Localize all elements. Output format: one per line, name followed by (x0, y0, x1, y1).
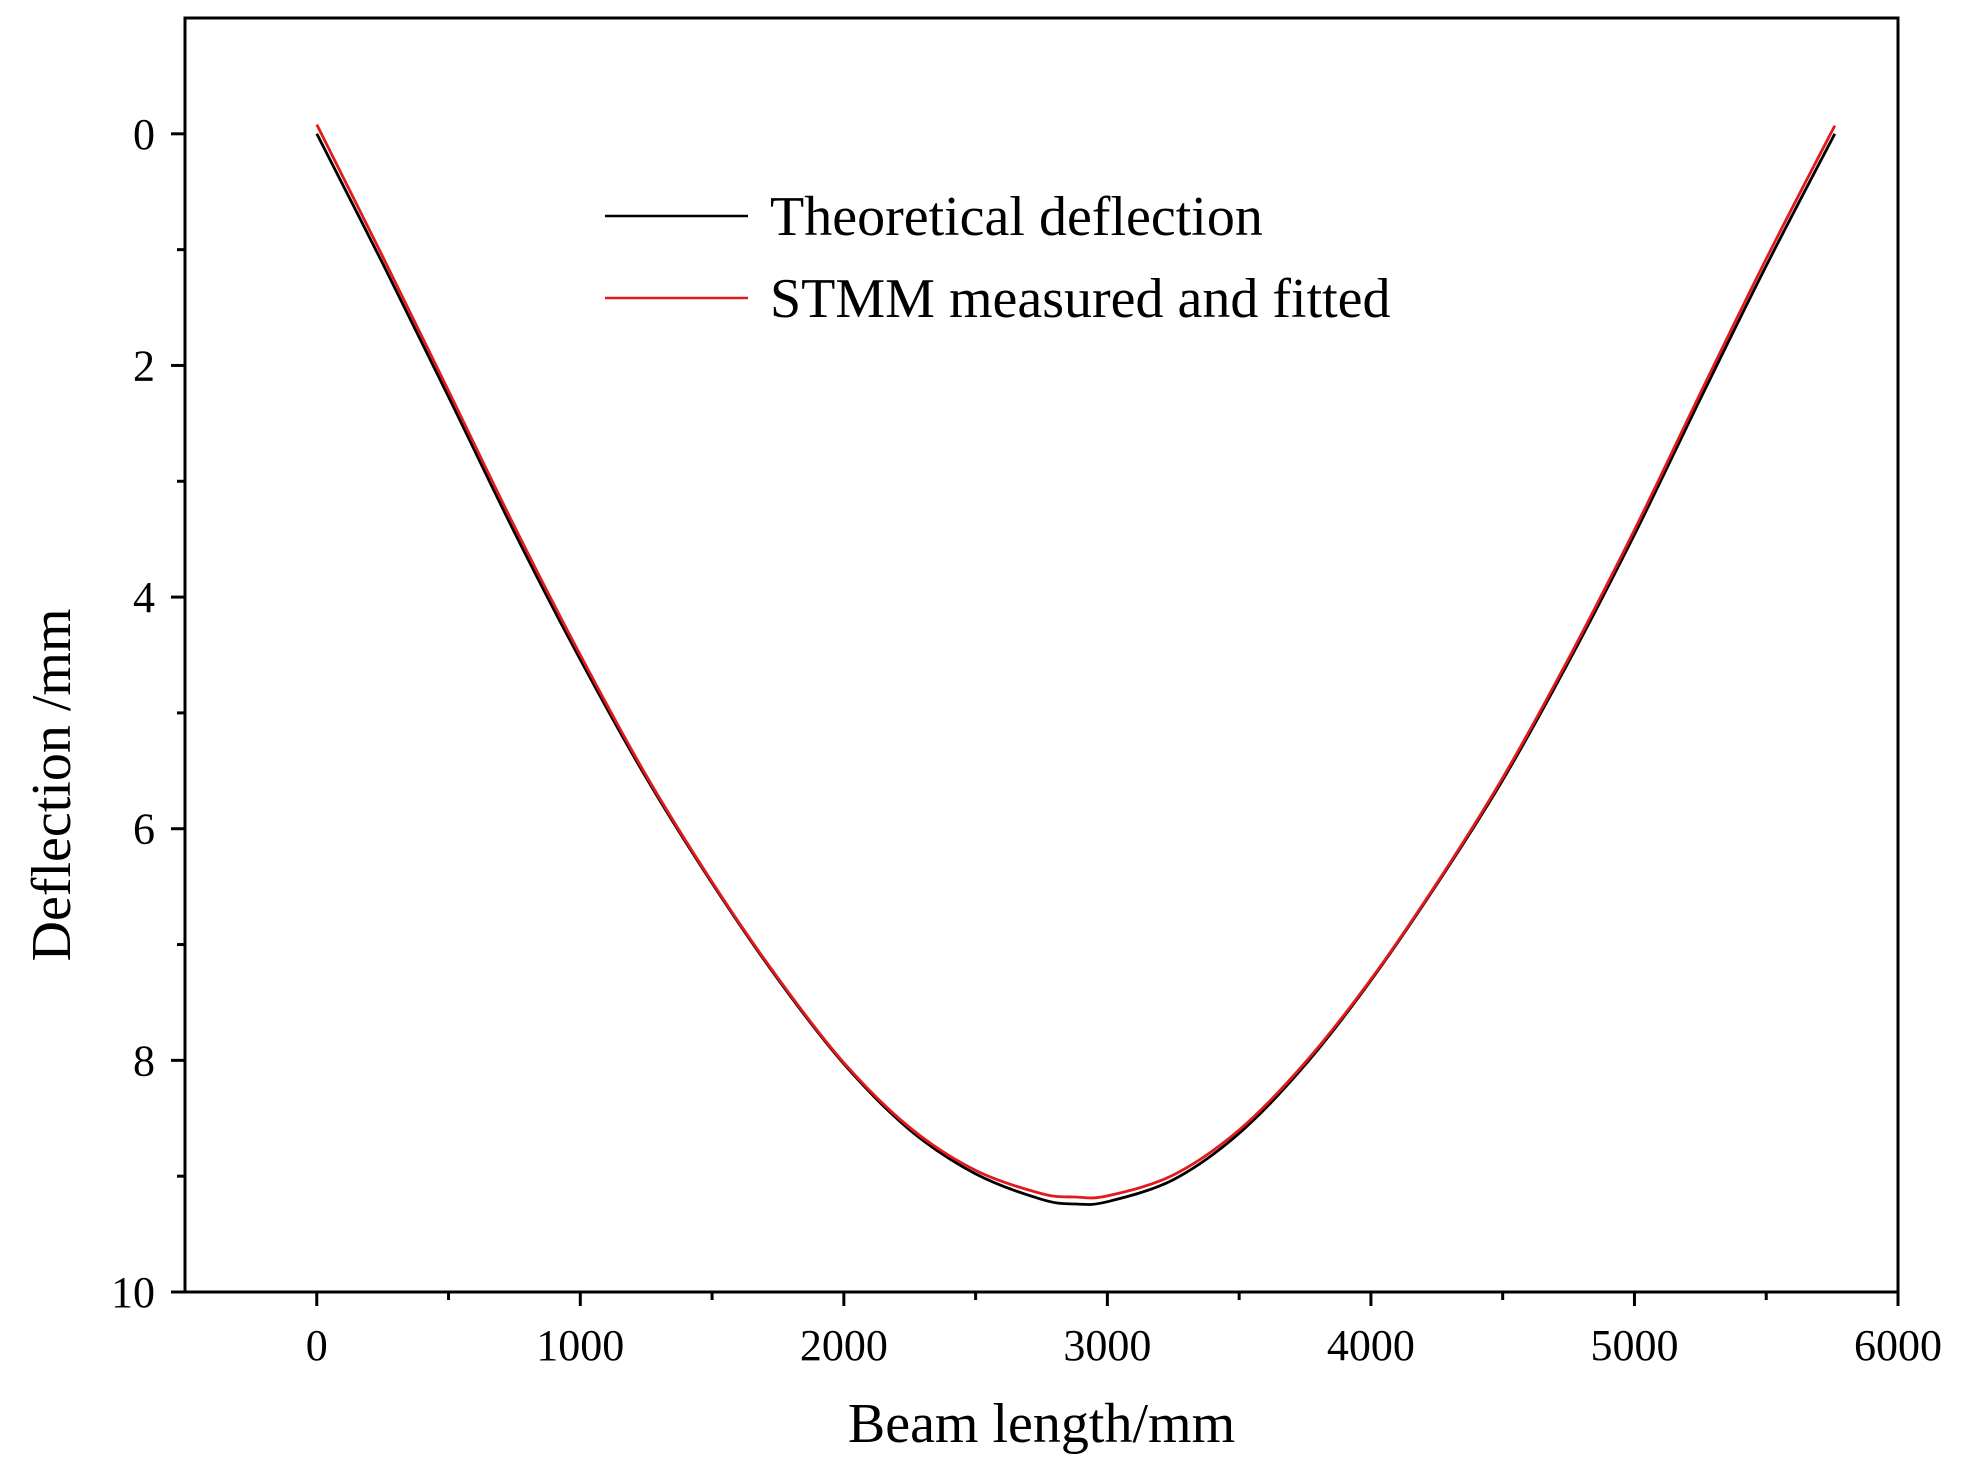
major-ticks (171, 132, 1900, 1306)
legend-label-stmm: STMM measured and fitted (770, 268, 1391, 330)
series-theoretical-line (315, 133, 1837, 1206)
x-tick-label: 3000 (1063, 1321, 1151, 1370)
series-layer (315, 123, 1837, 1206)
legend: Theoretical deflection STMM measured and… (605, 186, 1391, 330)
y-tick-label: 0 (133, 110, 155, 159)
x-tick-label: 6000 (1854, 1321, 1942, 1370)
series-stmm-line (315, 123, 1837, 1200)
plot-frame (183, 16, 1900, 1294)
y-axis-title: Deflection /mm (21, 608, 83, 961)
x-tick-label: 1000 (536, 1321, 624, 1370)
x-axis-title: Beam length/mm (848, 1393, 1235, 1455)
y-tick-label: 2 (133, 341, 155, 390)
minor-ticks (177, 248, 1768, 1300)
y-tick-label: 8 (133, 1036, 155, 1085)
y-tick-label: 4 (133, 573, 155, 622)
x-tick-label: 4000 (1327, 1321, 1415, 1370)
legend-label-theoretical: Theoretical deflection (770, 186, 1263, 248)
x-tick-label: 0 (306, 1321, 328, 1370)
y-tick-label: 10 (111, 1268, 155, 1317)
x-tick-label: 2000 (800, 1321, 888, 1370)
tick-labels: 0 1000 2000 3000 4000 5000 6000 0 2 4 6 8 10 (111, 110, 1942, 1370)
y-tick-label: 6 (133, 805, 155, 854)
x-tick-label: 5000 (1590, 1321, 1678, 1370)
